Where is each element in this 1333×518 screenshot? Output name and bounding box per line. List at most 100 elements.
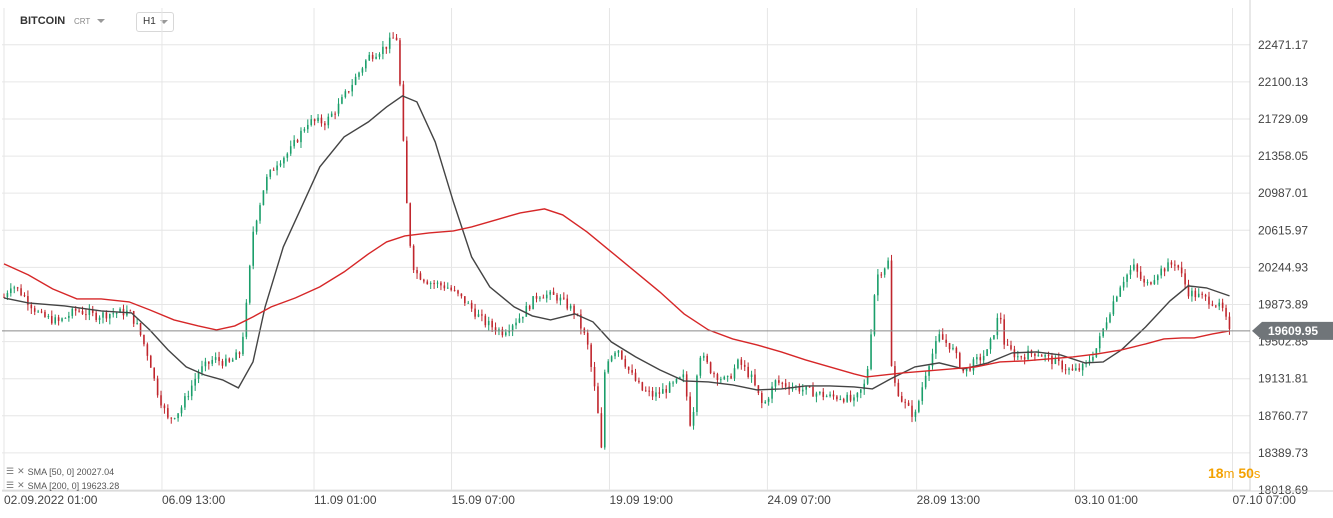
candle-body bbox=[836, 396, 838, 400]
candle-body bbox=[815, 393, 818, 397]
candle-body bbox=[921, 387, 924, 402]
indicator-settings-icon[interactable]: ☰ bbox=[6, 466, 15, 476]
indicator-settings-icon[interactable]: ☰ bbox=[6, 480, 15, 490]
candle-body bbox=[194, 378, 196, 386]
candle-body bbox=[986, 349, 988, 356]
candle-body bbox=[269, 169, 272, 177]
candle-body bbox=[429, 283, 432, 285]
timer-seconds: 50 bbox=[1238, 465, 1254, 481]
candle-body bbox=[85, 314, 87, 316]
candle-body bbox=[95, 312, 97, 320]
candle-body bbox=[887, 260, 889, 269]
candle-body bbox=[1044, 355, 1046, 357]
instrument-chevron-down-icon[interactable] bbox=[96, 16, 106, 26]
candle-body bbox=[460, 293, 463, 297]
candle-body bbox=[44, 311, 46, 317]
candle-body bbox=[204, 361, 207, 367]
candle-body bbox=[1088, 360, 1091, 363]
timeframe-label: H1 bbox=[143, 16, 156, 27]
candle-body bbox=[1102, 328, 1104, 337]
candle-body bbox=[436, 282, 439, 284]
candle-body bbox=[979, 357, 982, 361]
candle-body bbox=[829, 394, 831, 397]
indicator-remove-icon[interactable]: ✕ bbox=[17, 466, 25, 476]
candle-body bbox=[112, 313, 115, 315]
y-tick-label: 20987.01 bbox=[1258, 186, 1308, 200]
candle-body bbox=[730, 375, 732, 379]
candle-body bbox=[405, 140, 408, 204]
x-tick-label: 06.09 13:00 bbox=[162, 493, 226, 507]
candle-body bbox=[1170, 262, 1173, 265]
candle-body bbox=[1061, 360, 1063, 370]
candle-body bbox=[1027, 350, 1029, 360]
candle-body bbox=[853, 397, 855, 401]
y-tick-label: 21729.09 bbox=[1258, 112, 1308, 126]
candle-body bbox=[365, 60, 367, 69]
candle-body bbox=[324, 123, 326, 126]
candle-body bbox=[252, 231, 254, 266]
candle-body bbox=[1006, 344, 1009, 346]
legend-sma200[interactable]: ☰ ✕ SMA [200, 0] 19623.28 bbox=[6, 480, 119, 491]
candle-body bbox=[214, 357, 217, 360]
candle-body bbox=[276, 165, 278, 171]
candle-body bbox=[801, 389, 804, 392]
y-tick-label: 18760.77 bbox=[1258, 409, 1308, 423]
candle-body bbox=[709, 362, 712, 374]
candle-body bbox=[136, 323, 138, 325]
candle-body bbox=[535, 296, 538, 299]
x-tick-label: 11.09 01:00 bbox=[314, 493, 377, 507]
candle-body bbox=[173, 418, 176, 420]
candle-body bbox=[774, 380, 777, 387]
candle-body bbox=[1187, 284, 1190, 297]
candle-body bbox=[938, 334, 941, 342]
candle-body bbox=[999, 317, 1002, 320]
candle-body bbox=[303, 129, 306, 131]
candle-body bbox=[733, 368, 736, 379]
candle-body bbox=[771, 386, 773, 399]
candle-body bbox=[706, 355, 708, 363]
candle-body bbox=[508, 330, 511, 333]
legend-sma50[interactable]: ☰ ✕ SMA [50, 0] 20027.04 bbox=[6, 466, 114, 477]
candle-body bbox=[71, 308, 74, 316]
candle-body bbox=[573, 305, 575, 314]
candle-body bbox=[283, 157, 285, 164]
candle-body bbox=[545, 294, 548, 299]
candle-body bbox=[685, 374, 688, 397]
candle-body bbox=[464, 296, 466, 304]
candle-body bbox=[539, 297, 541, 299]
candle-body bbox=[3, 296, 5, 298]
candle-body bbox=[450, 287, 452, 291]
candle-body bbox=[1136, 264, 1139, 272]
indicator-remove-icon[interactable]: ✕ bbox=[17, 480, 25, 490]
candle-body bbox=[344, 91, 347, 98]
candle-body bbox=[1119, 287, 1122, 297]
candle-body bbox=[1068, 368, 1070, 371]
y-tick-label: 20244.93 bbox=[1258, 260, 1308, 274]
candle-body bbox=[416, 270, 418, 274]
candle-body bbox=[952, 347, 954, 350]
candle-body bbox=[563, 297, 565, 299]
candle-body bbox=[190, 385, 193, 397]
legend-sma200-label: SMA [200, 0] 19623.28 bbox=[27, 480, 120, 491]
instrument-symbol[interactable]: BITCOIN bbox=[20, 15, 66, 27]
candle-body bbox=[945, 339, 947, 343]
candle-body bbox=[361, 68, 364, 73]
current-price-tag bbox=[1252, 321, 1333, 340]
sma50-line bbox=[3, 95, 1230, 391]
candle-body bbox=[40, 311, 43, 313]
candle-body bbox=[504, 332, 507, 336]
candle-body bbox=[412, 245, 415, 271]
candle-body bbox=[1057, 357, 1060, 361]
candle-body bbox=[10, 288, 12, 294]
candle-body bbox=[856, 392, 859, 398]
candle-body bbox=[347, 91, 350, 93]
candle-body bbox=[153, 367, 155, 379]
candle-body bbox=[566, 298, 569, 309]
candle-body bbox=[614, 352, 616, 357]
candle-body bbox=[375, 56, 377, 59]
candle-body bbox=[634, 372, 637, 381]
timeframe-selector[interactable]: H1 bbox=[136, 12, 174, 32]
chart-toolbar: BITCOIN CRT H1 bbox=[0, 0, 1250, 40]
candle-body bbox=[743, 364, 746, 367]
